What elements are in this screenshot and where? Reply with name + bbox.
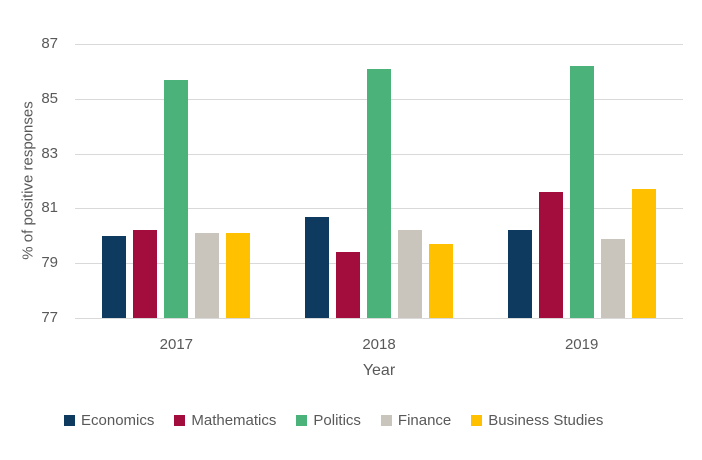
y-tick-87: 87 bbox=[41, 35, 58, 52]
x-tick-2017: 2017 bbox=[159, 336, 194, 353]
legend-item-finance: Finance bbox=[380, 412, 452, 429]
bar-finance-2019 bbox=[600, 238, 625, 318]
x-tick-2019: 2019 bbox=[564, 336, 599, 353]
legend-swatch-icon bbox=[380, 415, 392, 426]
legend-label: Finance bbox=[397, 412, 452, 429]
legend-item-economics: Economics bbox=[64, 412, 154, 429]
bar-mathematics-2019 bbox=[538, 192, 563, 318]
legend-item-politics: Politics bbox=[296, 412, 361, 429]
bar-economics-2019 bbox=[507, 230, 532, 318]
bar-mathematics-2018 bbox=[336, 252, 360, 318]
bar-politics-2017 bbox=[164, 79, 189, 318]
gridline-77 bbox=[75, 318, 683, 319]
bar-politics-2019 bbox=[569, 65, 594, 318]
x-axis-title: Year bbox=[362, 362, 396, 379]
legend-swatch-icon bbox=[296, 415, 308, 426]
legend-item-mathematics: Mathematics bbox=[174, 412, 276, 429]
y-tick-79: 79 bbox=[41, 254, 58, 271]
bar-business-studies-2019 bbox=[631, 189, 656, 318]
legend-label: Mathematics bbox=[191, 412, 277, 429]
legend-swatch-icon bbox=[471, 415, 483, 426]
gridline-87 bbox=[75, 44, 683, 45]
bar-politics-2018 bbox=[367, 68, 391, 318]
bar-finance-2017 bbox=[195, 233, 220, 318]
y-tick-83: 83 bbox=[41, 145, 58, 162]
bar-economics-2017 bbox=[102, 235, 127, 318]
legend: Economics Mathematics Politics Finance Busin… bbox=[64, 412, 603, 429]
y-tick-77: 77 bbox=[41, 309, 58, 326]
y-tick-85: 85 bbox=[41, 90, 58, 107]
bar-business-studies-2018 bbox=[429, 244, 453, 318]
legend-label: Business Studies bbox=[488, 412, 604, 429]
legend-item-business-studies: Business Studies bbox=[471, 412, 603, 429]
x-tick-2018: 2018 bbox=[362, 336, 396, 353]
bar-mathematics-2017 bbox=[133, 230, 158, 318]
bar-business-studies-2017 bbox=[226, 233, 251, 318]
legend-label: Politics bbox=[313, 412, 361, 429]
y-axis-title: % of positive responses bbox=[19, 101, 37, 260]
bar-finance-2018 bbox=[398, 230, 422, 318]
legend-swatch-icon bbox=[174, 415, 186, 426]
legend-swatch-icon bbox=[64, 415, 75, 426]
bar-economics-2018 bbox=[305, 216, 329, 318]
legend-label: Economics bbox=[81, 412, 155, 429]
y-tick-81: 81 bbox=[41, 199, 58, 216]
